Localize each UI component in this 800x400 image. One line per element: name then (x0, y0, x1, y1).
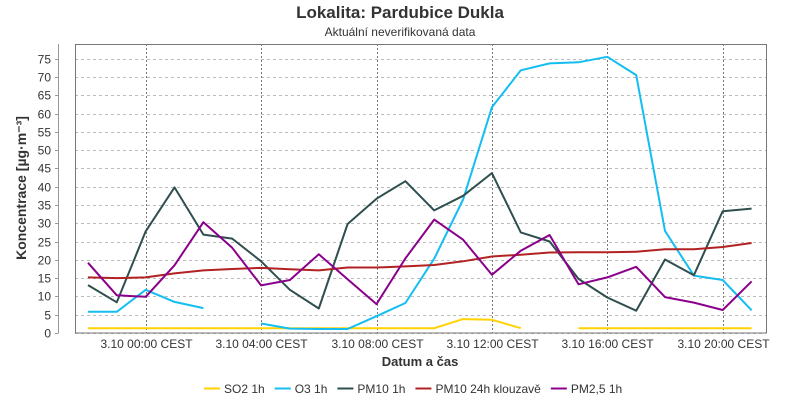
y-tick-label: 55 (38, 126, 52, 140)
x-tick-label: 3.10 04:00 CEST (215, 337, 308, 351)
series-line-1 (88, 55, 753, 330)
y-tick-label: 65 (38, 89, 52, 103)
legend-item[interactable]: SO2 1h (204, 382, 265, 396)
legend-label: SO2 1h (224, 382, 265, 396)
series-line-2 (87, 172, 752, 312)
legend-label: O3 1h (295, 382, 328, 396)
series-line-0 (88, 318, 752, 330)
y-axis-label: Koncentrace [µg·m⁻³] (13, 116, 29, 260)
legend-item[interactable]: PM10 1h (337, 382, 405, 396)
y-tick-label: 75 (38, 53, 52, 67)
y-tick-label: 70 (38, 71, 52, 85)
x-axis-label: Datum a čas (382, 354, 459, 369)
legend-item[interactable]: PM10 24h klouzavě (415, 382, 541, 396)
y-tick-label: 0 (44, 327, 51, 341)
legend-item[interactable]: O3 1h (274, 382, 328, 396)
x-tick-label: 3.10 12:00 CEST (446, 337, 539, 351)
series-line-4 (87, 218, 753, 311)
y-tick-label: 35 (38, 199, 52, 213)
legend-label: PM2,5 1h (571, 382, 622, 396)
legend-label: PM10 1h (357, 382, 405, 396)
y-tick-label: 25 (38, 236, 52, 250)
y-tick-label: 5 (44, 309, 51, 323)
chart-subtitle: Aktuální neverifikovaná data (325, 25, 476, 39)
plot-border (75, 44, 767, 334)
legend-item[interactable]: PM2,5 1h (550, 382, 622, 396)
y-tick-label: 10 (38, 290, 52, 304)
y-tick-label: 15 (38, 272, 52, 286)
x-tick-label: 3.10 16:00 CEST (561, 337, 654, 351)
series-line-3 (87, 242, 752, 280)
y-tick-label: 50 (38, 144, 52, 158)
legend-label: PM10 24h klouzavě (435, 382, 541, 396)
x-tick-label: 3.10 00:00 CEST (100, 337, 193, 351)
y-tick-label: 45 (38, 162, 52, 176)
y-tick-label: 60 (38, 108, 52, 122)
y-tick-label: 20 (38, 254, 52, 268)
y-tick-label: 30 (38, 217, 52, 231)
x-tick-label: 3.10 20:00 CEST (677, 337, 770, 351)
y-tick-label: 40 (38, 181, 52, 195)
x-tick-label: 3.10 08:00 CEST (331, 337, 424, 351)
chart-title: Lokalita: Pardubice Dukla (296, 3, 504, 22)
